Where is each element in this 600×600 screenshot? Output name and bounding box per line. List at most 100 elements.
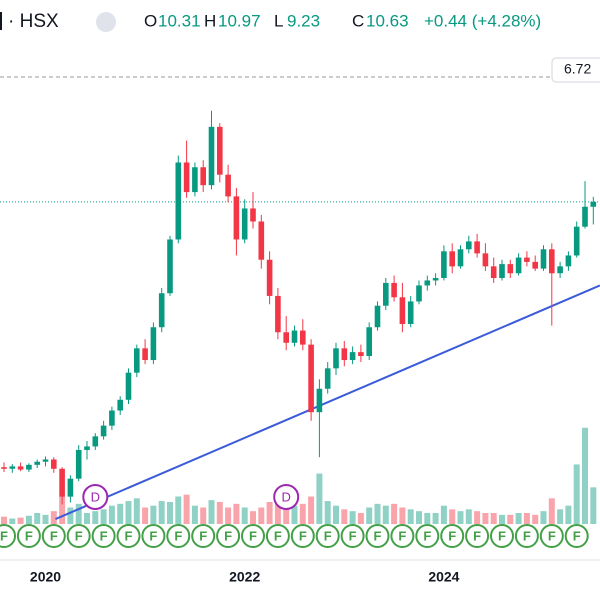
earnings-label: F xyxy=(50,528,58,543)
volume-bar xyxy=(457,511,464,524)
earnings-label: F xyxy=(25,528,33,543)
candle-body xyxy=(142,348,148,361)
volume-bar xyxy=(9,518,16,524)
earnings-marker: F xyxy=(290,524,315,548)
volume-bar xyxy=(125,501,132,524)
dividend-label: D xyxy=(282,489,291,504)
volume-bar xyxy=(233,503,240,524)
volume-bar xyxy=(191,505,198,524)
earnings-circle xyxy=(41,524,66,548)
volume-bar xyxy=(391,503,398,524)
earnings-label: F xyxy=(423,528,431,543)
earnings-label: F xyxy=(174,528,182,543)
cropped-glyph xyxy=(0,12,2,30)
earnings-marker: F xyxy=(66,524,91,548)
candle-body xyxy=(167,239,173,294)
earnings-marker: F xyxy=(141,524,166,548)
earnings-circle xyxy=(465,524,490,548)
volume-bar xyxy=(440,505,447,524)
candle-body xyxy=(1,467,7,469)
earnings-label: F xyxy=(125,528,133,543)
earnings-marker: F xyxy=(166,524,191,548)
earnings-circle xyxy=(191,524,216,548)
candle-body xyxy=(366,327,372,357)
volume-bar xyxy=(582,427,588,524)
earnings-marker: F xyxy=(116,524,141,548)
candle-body xyxy=(515,257,522,274)
candle-body xyxy=(125,372,132,400)
earnings-marker: F xyxy=(315,524,340,548)
candle-body xyxy=(482,253,489,267)
volume-bar xyxy=(208,500,215,524)
earnings-circle xyxy=(216,524,241,548)
volume-bar xyxy=(333,505,339,524)
volume-bar xyxy=(540,511,547,524)
earnings-circle xyxy=(0,524,16,548)
earnings-marker: F xyxy=(514,524,539,548)
candle-body xyxy=(42,459,49,462)
volume-bar xyxy=(216,502,223,524)
candle-body xyxy=(134,348,140,373)
candle-body xyxy=(75,449,82,479)
volume-bar xyxy=(50,511,57,524)
candle-body xyxy=(92,436,99,447)
candle-body xyxy=(67,478,74,497)
volume-bar xyxy=(382,505,389,524)
earnings-circle xyxy=(539,524,564,548)
volume-bar xyxy=(150,505,157,524)
earnings-marker: F xyxy=(564,524,589,548)
candle-body xyxy=(549,249,555,274)
candle-body xyxy=(183,162,190,193)
x-tick-label: 2022 xyxy=(229,569,260,585)
earnings-circle xyxy=(564,524,589,548)
candle-body xyxy=(200,167,206,186)
candle-body xyxy=(51,459,57,469)
earnings-label: F xyxy=(224,528,232,543)
candle-body xyxy=(291,330,298,343)
candle-body xyxy=(590,201,597,207)
candle-body xyxy=(499,264,505,279)
earnings-marker: F xyxy=(91,524,116,548)
candle-body xyxy=(300,330,306,345)
dividend-marker: D xyxy=(273,484,300,510)
earnings-marker: F xyxy=(191,524,216,548)
ohlc-value: 10.31 xyxy=(158,11,201,30)
ohlc-letter: O xyxy=(144,11,157,30)
ohlc-letter: H xyxy=(204,11,216,30)
volume-bar xyxy=(167,502,173,524)
earnings-label: F xyxy=(324,528,332,543)
dividend-label: D xyxy=(91,489,100,504)
candle-body xyxy=(233,196,240,240)
earnings-circle xyxy=(16,524,41,548)
earnings-circle xyxy=(141,524,166,548)
volume-bar xyxy=(407,509,414,524)
volume-bar xyxy=(507,514,514,524)
earnings-label: F xyxy=(374,528,382,543)
volume-bar xyxy=(59,496,66,524)
volume-bar xyxy=(283,507,290,524)
candle-body xyxy=(540,249,547,269)
candle-body xyxy=(241,208,248,240)
volume-bar xyxy=(341,509,348,524)
trendline xyxy=(55,284,600,520)
earnings-marker: F xyxy=(265,524,290,548)
candle-body xyxy=(457,249,464,267)
volume-bar xyxy=(532,514,539,524)
candle-body xyxy=(416,285,422,302)
candle-body xyxy=(333,348,339,369)
candle-body xyxy=(9,466,16,469)
earnings-label: F xyxy=(523,528,531,543)
earnings-marker: F xyxy=(465,524,490,548)
earnings-marker: F xyxy=(340,524,365,548)
price-line-label: 6.72 xyxy=(564,61,591,77)
earnings-label: F xyxy=(299,528,307,543)
volume-bar xyxy=(200,507,207,524)
earnings-circle xyxy=(440,524,465,548)
earnings-label: F xyxy=(249,528,257,543)
earnings-label: F xyxy=(573,528,581,543)
earnings-circle xyxy=(166,524,191,548)
volume-bar xyxy=(42,514,49,524)
volume-bar xyxy=(399,507,406,524)
